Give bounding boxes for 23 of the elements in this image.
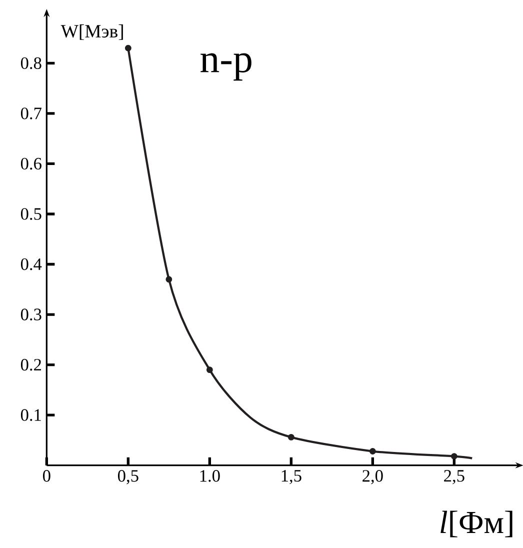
point — [369, 448, 376, 454]
x-tick-label: 2,0 — [362, 470, 383, 484]
point — [166, 276, 172, 283]
point — [206, 366, 213, 374]
y-tick-label: 0.4 — [20, 258, 42, 270]
y-tick-label: 0.1 — [20, 409, 41, 421]
y-tick-label: 0.7 — [20, 108, 42, 120]
x-tick-label: 0,5 — [118, 470, 138, 484]
point — [450, 453, 458, 460]
point — [124, 44, 132, 52]
x-tick-label: 2,5 — [444, 470, 464, 484]
y-tick-label: 0.5 — [20, 208, 42, 220]
x-tick-label: 0 — [43, 470, 50, 482]
annotation: n-p — [200, 53, 252, 81]
y-tick-label: 0.2 — [20, 358, 42, 371]
x-tick-label: 1.0 — [200, 470, 220, 482]
y-axis-title: W[Мэв] — [60, 24, 123, 40]
x-axis-title: l[Фм] — [440, 510, 512, 538]
y-tick-label: 0.8 — [20, 57, 42, 70]
point — [288, 434, 294, 440]
y-tick-label: 0.3 — [20, 308, 42, 320]
y-tick-label: 0.6 — [20, 158, 42, 170]
x-tick-label: 1,5 — [282, 470, 302, 484]
